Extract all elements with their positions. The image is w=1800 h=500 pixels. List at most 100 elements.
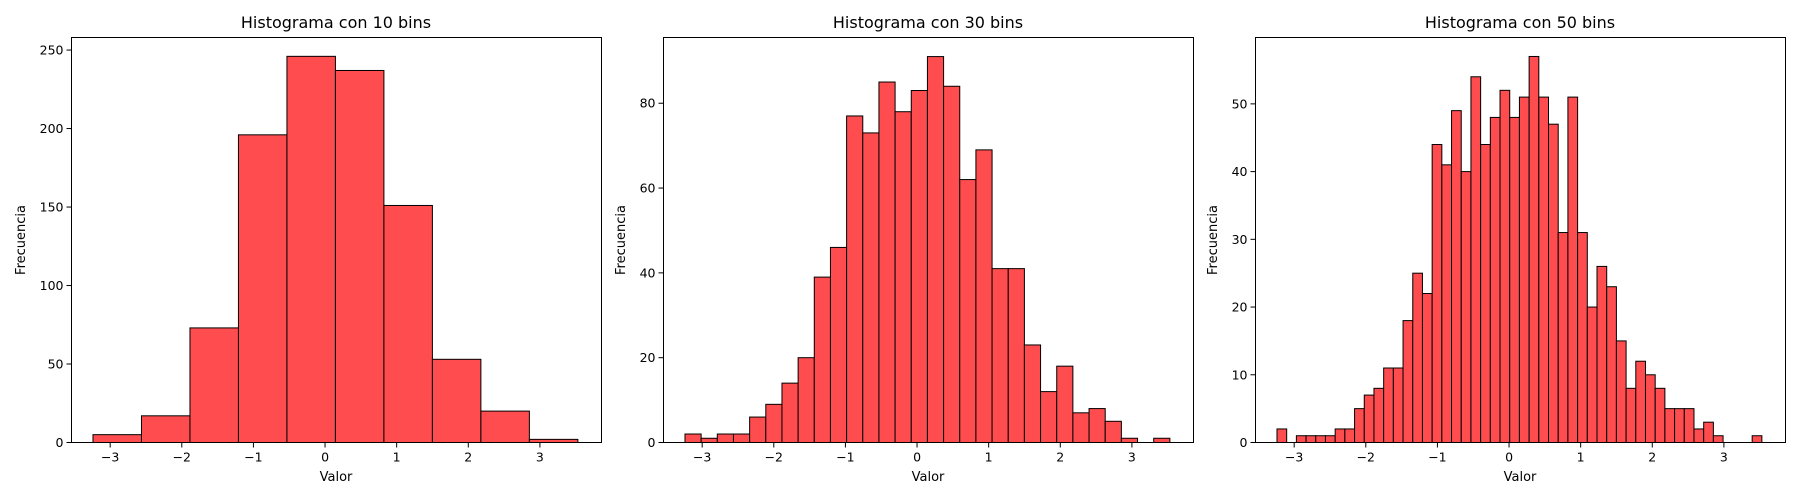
x-tick-group: −3 −2 −1 0 1 2 3: [101, 442, 544, 465]
chart-title: Histograma con 50 bins: [1425, 13, 1615, 32]
histogram-bar: [910, 90, 928, 443]
plot-frame: [1255, 37, 1786, 443]
histogram-bar: [1354, 408, 1365, 443]
histogram-bar: [1596, 265, 1608, 444]
histogram-bar: [1460, 171, 1472, 443]
x-tick-label: 3: [1128, 450, 1136, 465]
x-tick-label: 2: [1648, 450, 1656, 465]
histogram-bar: [189, 327, 239, 444]
y-tick-label: 10: [1232, 367, 1248, 382]
histogram-bar: [1586, 306, 1598, 443]
y-tick-group: 0 50 100 150 200 250: [40, 43, 72, 450]
y-tick-label: 200: [40, 121, 64, 136]
x-tick-label: 2: [1056, 450, 1064, 465]
y-tick-label: 20: [640, 350, 656, 365]
histogram-bar: [1538, 96, 1550, 443]
x-tick-label: −3: [693, 450, 711, 465]
histogram-bar: [1056, 365, 1074, 443]
histogram-bar: [1509, 116, 1520, 444]
histogram-bar: [1324, 435, 1336, 443]
histogram-bar: [732, 433, 751, 443]
y-axis-label: Frecuencia: [614, 205, 629, 275]
histogram-bar: [1383, 367, 1394, 444]
histogram-bar: [1276, 428, 1288, 444]
histogram-bar: [1606, 286, 1617, 443]
histogram-bar: [781, 382, 799, 443]
histogram-bar: [1412, 272, 1423, 443]
histogram-bar: [1644, 374, 1656, 444]
y-tick-label: 40: [1232, 164, 1248, 179]
y-axis-label: Frecuencia: [1206, 205, 1221, 275]
histogram-bar: [959, 179, 977, 444]
histogram-bar: [1104, 420, 1122, 443]
x-tick-label: 0: [913, 450, 921, 465]
histogram-bar: [1674, 408, 1685, 443]
y-tick-label: 20: [1232, 300, 1248, 315]
x-tick-label: 3: [1720, 450, 1728, 465]
x-axis-label: Valor: [320, 470, 353, 485]
y-tick-group: 0 20 40 60 80: [640, 96, 664, 450]
histogram-bar: [765, 403, 783, 443]
chart-panel-50-bins: Histograma con 50 bins −3 −2 −1 0 1 2 3 0 10 20 3…: [1206, 13, 1786, 485]
histogram-bar: [237, 134, 288, 443]
histogram-bar: [862, 132, 880, 443]
y-tick-label: 30: [1232, 232, 1248, 247]
histogram-bar: [797, 357, 815, 444]
x-axis-label: Valor: [912, 470, 945, 485]
chart-panel-30-bins: Histograma con 30 bins −3 −2 −1 0 1 2 3 0 20 40 6…: [614, 13, 1194, 485]
histogram-bar: [1305, 435, 1317, 443]
histogram-bar: [1625, 387, 1637, 443]
histogram-bar: [1023, 344, 1042, 443]
x-tick-label: 1: [393, 450, 401, 465]
histogram-bar: [1577, 232, 1588, 443]
y-tick-label: 60: [640, 181, 656, 196]
histogram-bar: [1431, 144, 1443, 443]
y-tick-label: 50: [1232, 96, 1248, 111]
histogram-bar: [480, 410, 530, 443]
histogram-bar: [1153, 437, 1171, 443]
histogram-bar: [684, 433, 702, 443]
histogram-bar: [1373, 387, 1385, 443]
histogram-bar: [1548, 123, 1559, 443]
histogram-bar: [1441, 164, 1453, 444]
x-tick-label: −2: [173, 450, 191, 465]
histogram-bar: [1295, 435, 1307, 443]
y-tick-label: 150: [40, 200, 64, 215]
histogram-bar: [700, 437, 718, 443]
histogram-bar: [140, 415, 191, 444]
histogram-bar: [1567, 96, 1579, 443]
histogram-bar: [1615, 340, 1627, 444]
histogram-bar: [716, 433, 734, 443]
histogram-bar: [846, 115, 864, 443]
x-tick-label: −3: [1285, 450, 1303, 465]
y-tick-label: 100: [40, 278, 64, 293]
histogram-bar: [749, 416, 767, 443]
histogram-bar: [92, 434, 142, 443]
y-tick-label: 40: [640, 265, 656, 280]
histogram-bar: [1392, 367, 1404, 444]
y-tick-label: 0: [1240, 435, 1248, 450]
histogram-bar: [1344, 428, 1356, 444]
chart-title: Histograma con 30 bins: [833, 13, 1023, 32]
x-tick-label: −1: [244, 450, 262, 465]
y-axis-label: Frecuencia: [14, 205, 29, 275]
histogram-bar: [1683, 408, 1695, 443]
x-tick-group: −3 −2 −1 0 1 2 3: [693, 442, 1136, 465]
histogram-bar: [1751, 435, 1763, 443]
histogram-bar: [1470, 76, 1482, 443]
histogram-bar: [1528, 55, 1540, 444]
x-tick-label: 1: [1577, 450, 1585, 465]
histogram-bar: [1703, 421, 1714, 444]
x-tick-label: 1: [985, 450, 993, 465]
histogram-bar: [829, 246, 848, 443]
histogram-bar: [926, 56, 945, 443]
histogram-bar: [1120, 437, 1139, 443]
histogram-bar: [1088, 408, 1106, 444]
histogram-bar: [1499, 89, 1511, 444]
x-tick-label: 0: [1505, 450, 1513, 465]
histogram-bar: [1451, 110, 1462, 444]
histogram-bar: [1480, 144, 1491, 443]
histogram-bar: [1315, 435, 1326, 443]
histogram-bar: [1712, 435, 1724, 443]
